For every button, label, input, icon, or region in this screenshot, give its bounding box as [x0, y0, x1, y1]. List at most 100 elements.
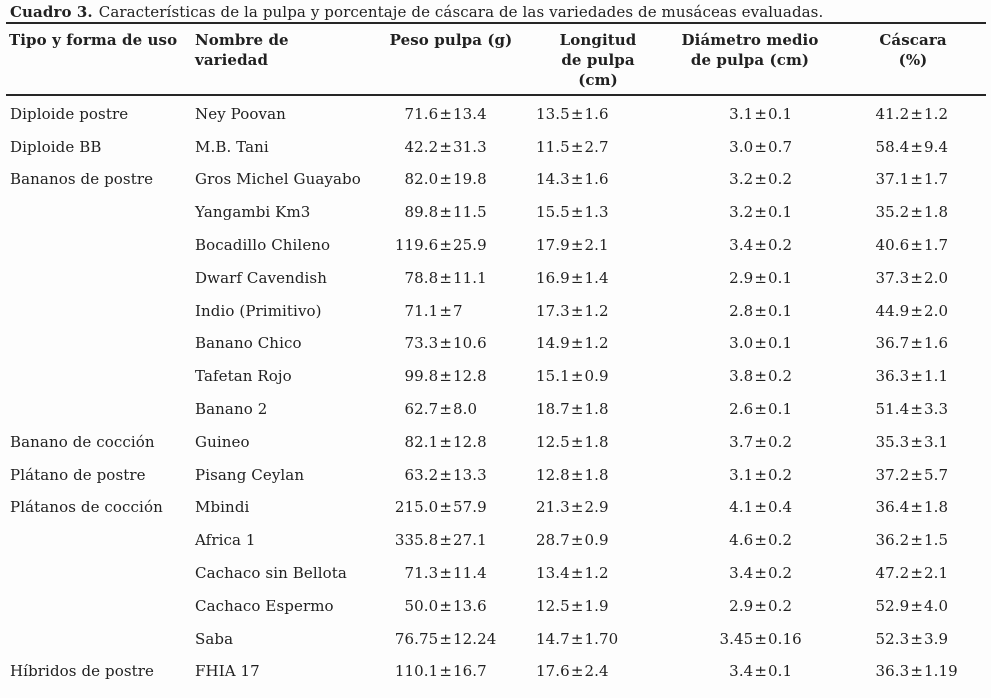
value-part: ±: [570, 695, 585, 698]
value-part: 0.2: [768, 170, 793, 189]
measurement-value: 110.1 ±16.7: [366, 662, 497, 680]
cell-diametro: 3.4 ±0.2: [660, 555, 840, 588]
cell-peso: 99.8 ±12.8: [366, 358, 536, 391]
cell-variedad: Yangambi Km3: [195, 203, 311, 222]
cell-cascara: 52.3 ±3.9: [840, 621, 986, 654]
cell-tipo: Híbridos de postre: [10, 662, 154, 681]
value-part: ±: [910, 236, 923, 255]
cell-diametro: 3.0 ±0.1: [660, 326, 840, 359]
value-part: 0.2: [768, 596, 793, 615]
value-part: 1.8: [924, 203, 949, 222]
value-part: 5.7: [924, 465, 949, 484]
measurement-value: 63.2 ±13.3: [366, 466, 497, 484]
measurement-value: 3.2 ±0.2: [660, 170, 812, 188]
value-part: 52.9: [875, 596, 910, 615]
measurement-value: 3.45 ±0.16: [660, 630, 812, 648]
value-part: ±: [570, 531, 584, 550]
value-part: 3.1: [660, 695, 753, 698]
value-part: 2.9: [729, 268, 754, 287]
value-part: ±: [439, 596, 452, 615]
column-header-variedad: Nombre de variedad: [191, 23, 366, 95]
value-part: ±: [439, 268, 452, 287]
measurement-value: 47.2 ±2.1: [840, 564, 968, 582]
cell-longitud: 12.5 ±1.8: [536, 424, 660, 457]
table-row: Cachaco sin Bellota 71.3 ±11.4 13.4 ±1.2 3.4 ±…: [6, 555, 986, 588]
cell-cascara: 36.3 ±1.1: [840, 358, 986, 391]
measurement-value: 21.3 ±2.9: [536, 498, 627, 516]
measurement-value: 37.2 ±5.7: [840, 466, 968, 484]
value-part: 3.3: [924, 400, 949, 419]
value-part: 1.6: [584, 170, 609, 189]
value-part: 1.2: [584, 301, 609, 320]
column-header-tipo: Tipo y forma de uso: [6, 23, 191, 95]
column-header-line: (cm): [578, 71, 618, 89]
cell-longitud: 15.1 ±0.9: [536, 358, 660, 391]
value-part: 12.8: [453, 367, 487, 386]
value-part: ±: [439, 465, 452, 484]
cell-cascara: 36.2 ±1.5: [840, 522, 986, 555]
cell-diametro: 4.6 ±0.2: [660, 522, 840, 555]
cell-diametro: 3.0 ±0.7: [660, 129, 840, 162]
measurement-value: 71.6 ±13.4: [366, 105, 497, 123]
measurement-value: 62.7 ±8.0: [366, 400, 497, 418]
value-part: 0.2: [768, 367, 793, 386]
value-part: ±: [570, 268, 584, 287]
value-part: 1.6: [924, 334, 949, 353]
value-part: 2.1: [924, 564, 949, 583]
measurement-value: 17.6 ±2.4: [536, 662, 627, 680]
cell-diametro: 2.8 ±0.1: [660, 293, 840, 326]
value-part: 1.0: [924, 695, 968, 698]
value-part: 63.2: [404, 465, 439, 484]
measurement-value: 3.2 ±0.1: [660, 203, 812, 221]
value-part: 3.1: [729, 465, 754, 484]
cell-tipo: [6, 686, 191, 698]
cell-tipo: [6, 522, 191, 555]
value-part: ±: [754, 367, 767, 386]
cell-peso: 71.1 ±7: [366, 293, 536, 326]
table-head: Tipo y forma de uso Nombre de variedad Pes…: [6, 23, 986, 95]
value-part: 2.9: [729, 596, 754, 615]
measurement-value: 4.1 ±0.4: [660, 498, 812, 516]
table-row: Diploide postre Ney Poovan 71.6 ±13.4 13.5 ±1…: [6, 95, 986, 129]
cell-tipo: [6, 555, 191, 588]
value-part: ±: [570, 236, 584, 255]
value-part: 82.0: [404, 170, 439, 189]
value-part: 2.4: [584, 662, 609, 681]
measurement-value: 44.9 ±2.0: [840, 302, 968, 320]
measurement-value: 18.5±1.1: [536, 695, 627, 698]
value-part: ±: [439, 432, 452, 451]
cell-tipo: Plátanos de cocción: [10, 498, 163, 517]
cell-peso: 215.0 ±57.9: [366, 490, 536, 523]
value-part: ±: [754, 301, 767, 320]
measurement-value: 37.3 ±2.0: [840, 269, 968, 287]
cell-tipo: [6, 391, 191, 424]
value-part: 0.1: [768, 695, 812, 698]
measurement-value: 17.3 ±1.2: [536, 302, 627, 320]
value-part: ±: [439, 564, 452, 583]
value-part: ±: [754, 236, 767, 255]
cell-tipo: Plátano de postre: [10, 465, 146, 484]
value-part: ±: [754, 498, 767, 517]
value-part: ±: [439, 367, 452, 386]
table-row: Híbridos de postre FHIA 17 110.1 ±16.7 17.6 ±…: [6, 654, 986, 687]
cell-peso: 73.3 ±10.6: [366, 326, 536, 359]
cell-diametro: 3.1 ±0.2: [660, 457, 840, 490]
column-header-line: Diámetro medio: [681, 31, 819, 49]
value-part: 1.9: [584, 596, 609, 615]
measurement-value: 52.3 ±3.9: [840, 630, 968, 648]
value-part: 17.9: [536, 236, 570, 255]
value-part: ±: [910, 400, 923, 419]
table-row: Diploide BB M.B. Tani 42.2 ±31.3 11.5 ±2.7 3.0…: [6, 129, 986, 162]
value-part: 1.7: [924, 236, 949, 255]
value-part: ±: [754, 531, 767, 550]
value-part: 1.8: [924, 498, 949, 517]
measurement-value: 3.0 ±0.7: [660, 138, 812, 156]
cell-cascara: 35.3 ±3.1: [840, 424, 986, 457]
value-part: ±: [439, 662, 452, 681]
measurement-value: 36.7 ±1.6: [840, 334, 968, 352]
measurement-value: 89.8 ±11.5: [366, 203, 497, 221]
value-part: 0.1: [768, 203, 793, 222]
value-part: 21.3: [536, 498, 570, 517]
value-part: 3.0: [729, 334, 754, 353]
value-part: 0.1: [768, 268, 793, 287]
